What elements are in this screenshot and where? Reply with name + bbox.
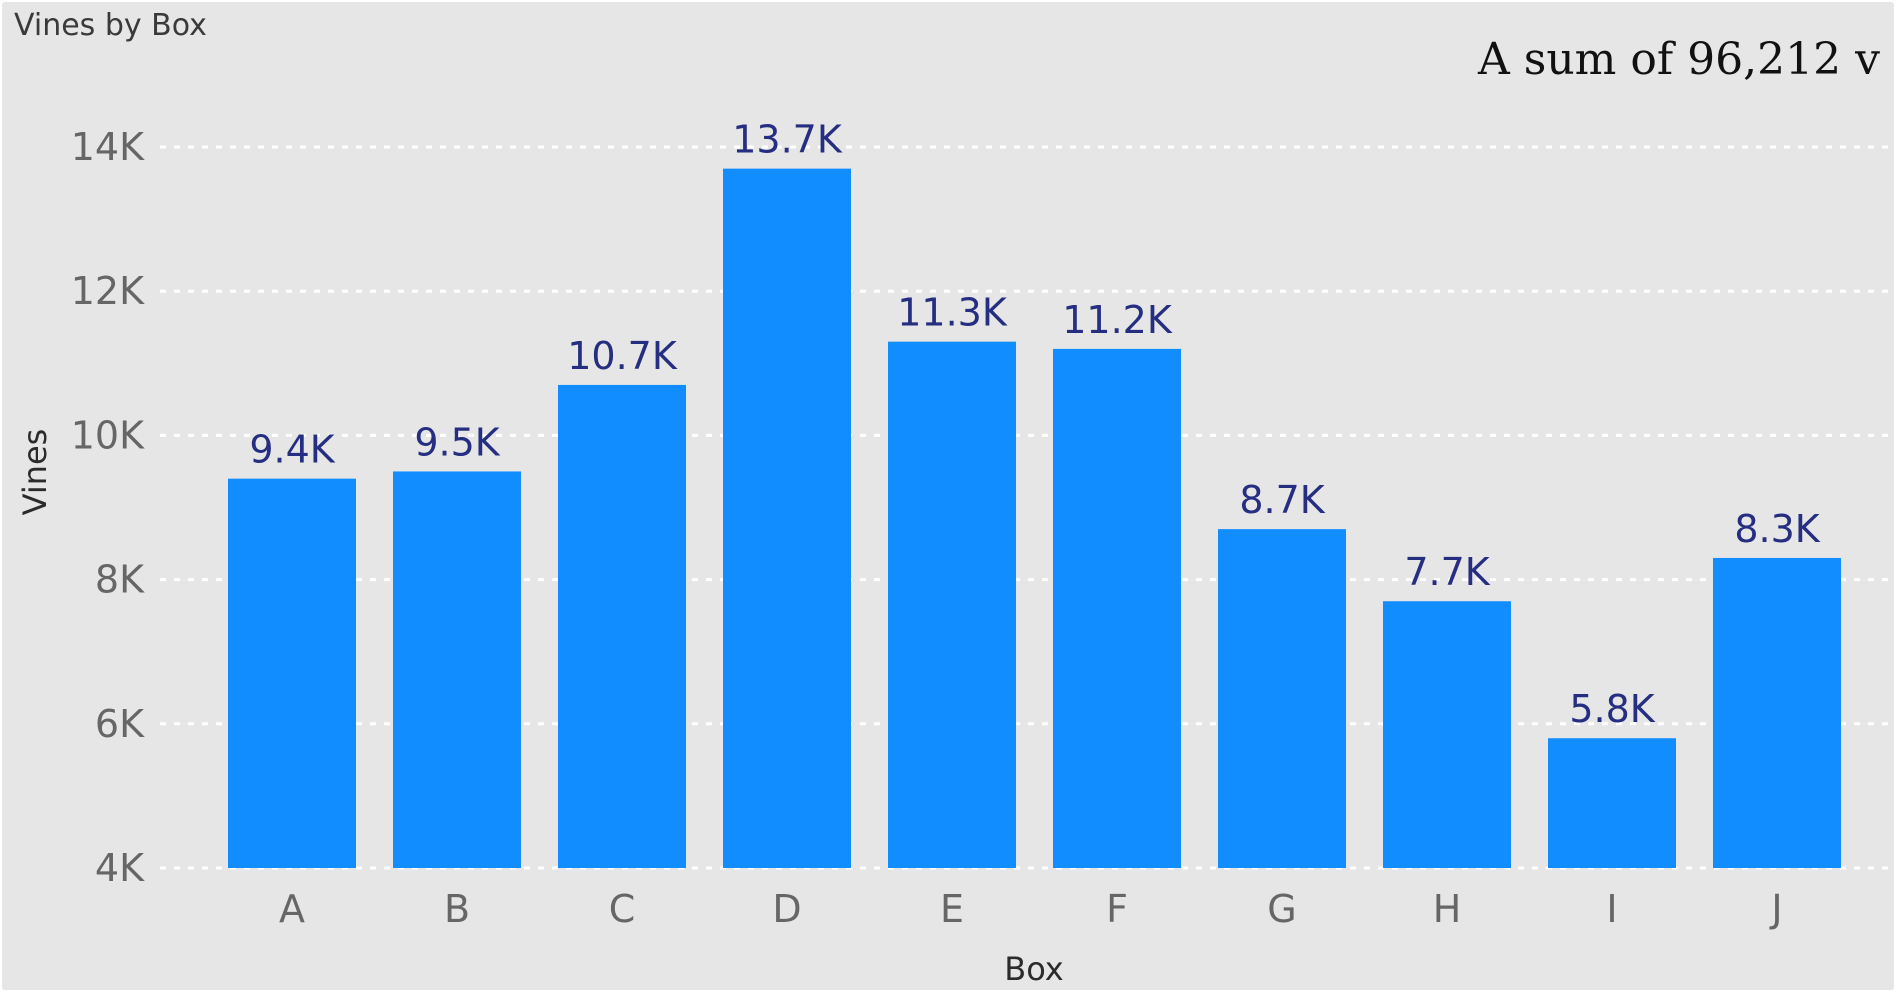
x-tick-label: D — [772, 887, 801, 931]
x-tick-label: F — [1106, 887, 1128, 931]
data-label: 11.2K — [1062, 298, 1173, 342]
y-tick-label: 10K — [71, 413, 145, 457]
x-tick-label: A — [279, 887, 305, 931]
y-axis-title: Vines — [16, 429, 54, 516]
bar-d[interactable] — [723, 168, 851, 868]
data-label: 13.7K — [732, 118, 843, 162]
x-tick-label: G — [1267, 887, 1296, 931]
x-tick-label: E — [940, 887, 964, 931]
annotation-text: A sum of 96,212 v — [1478, 34, 1880, 85]
data-label: 8.7K — [1239, 478, 1325, 522]
bar-a[interactable] — [228, 478, 356, 868]
data-label: 9.5K — [414, 420, 500, 464]
data-label: 5.8K — [1569, 687, 1655, 731]
y-tick-label: 6K — [95, 702, 145, 746]
y-tick-label: 14K — [71, 125, 145, 169]
bar-g[interactable] — [1218, 529, 1346, 868]
x-axis-title: Box — [1004, 950, 1063, 988]
data-label: 11.3K — [897, 291, 1008, 335]
x-tick-label: I — [1606, 887, 1617, 931]
bar-e[interactable] — [888, 341, 1016, 868]
bar-b[interactable] — [393, 471, 521, 868]
bar-i[interactable] — [1548, 738, 1676, 868]
x-tick-label: B — [444, 887, 470, 931]
data-label: 9.4K — [249, 428, 335, 472]
bar-f[interactable] — [1053, 348, 1181, 868]
x-tick-label: J — [1769, 887, 1782, 931]
chart-title: Vines by Box — [14, 8, 207, 43]
data-label: 8.3K — [1734, 507, 1820, 551]
bar-h[interactable] — [1383, 601, 1511, 868]
data-label: 10.7K — [567, 334, 678, 378]
bar-c[interactable] — [558, 384, 686, 868]
x-tick-label: C — [609, 887, 636, 931]
y-tick-label: 4K — [95, 846, 145, 890]
x-tick-label: H — [1433, 887, 1462, 931]
y-tick-label: 12K — [71, 269, 145, 313]
data-label: 7.7K — [1404, 550, 1490, 594]
bar-j[interactable] — [1713, 557, 1841, 868]
y-tick-label: 8K — [95, 558, 145, 602]
